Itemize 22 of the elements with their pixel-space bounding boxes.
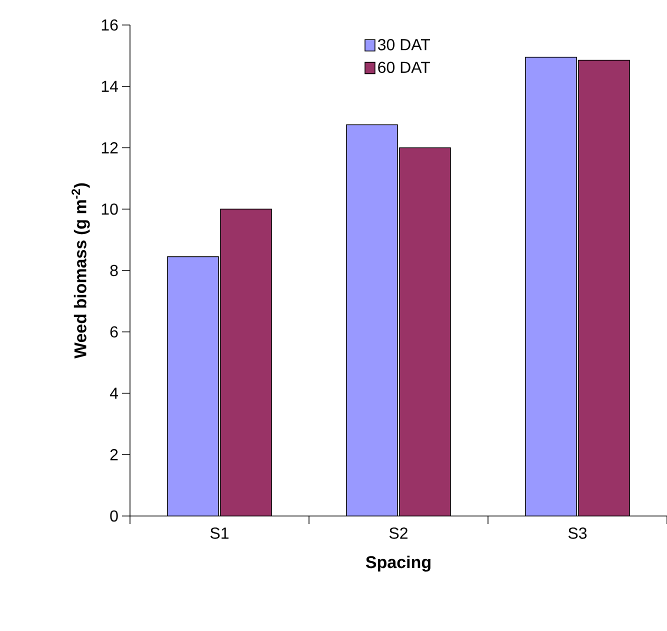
y-tick-label: 14 — [102, 80, 118, 92]
y-tick-label: 4 — [110, 388, 118, 399]
y-tick-label: 10 — [102, 203, 118, 215]
bar — [578, 60, 630, 516]
y-tick-label: 6 — [110, 326, 118, 338]
y-tick-label: 8 — [110, 264, 118, 276]
y-tick-label: 0 — [110, 510, 118, 522]
legend-label: 30 DAT — [378, 39, 430, 50]
legend-label: 60 DAT — [378, 62, 430, 74]
x-tick-label: S1 — [210, 528, 228, 539]
y-tick-label: 12 — [102, 142, 118, 154]
text: Weed biomass (g m$^{-2}$) — [72, 183, 90, 359]
bar — [525, 56, 577, 516]
bar — [168, 256, 219, 516]
bar — [400, 148, 450, 516]
x-tick-label: S3 — [568, 528, 587, 539]
bar — [220, 209, 272, 516]
y-tick-label: 16 — [102, 19, 118, 31]
x-axis-title: Spacing — [366, 556, 430, 572]
x-tick-label: S2 — [389, 528, 408, 539]
y-tick-label: 2 — [110, 449, 118, 460]
bar — [346, 124, 398, 516]
